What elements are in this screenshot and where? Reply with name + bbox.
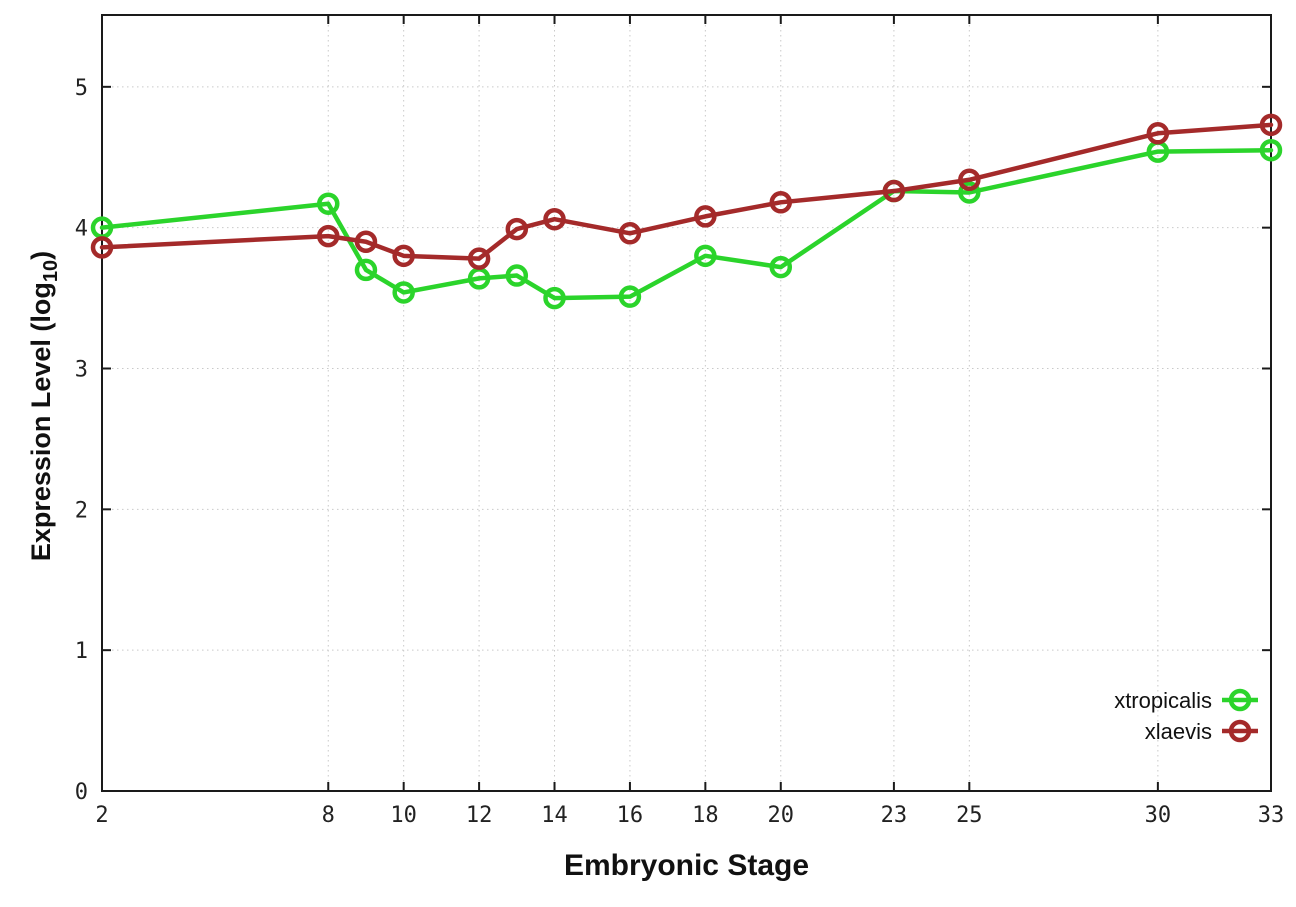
data-point-xtropicalis-33	[1259, 138, 1283, 162]
data-point-xtropicalis-18	[694, 244, 717, 268]
series-line-xlaevis	[99, 122, 1274, 261]
y-tick-label-0: 0	[75, 780, 88, 805]
legend-marker-xlaevis	[1228, 719, 1252, 743]
data-point-xlaevis-16	[618, 222, 642, 245]
data-point-xlaevis-18	[694, 205, 717, 228]
x-tick-label-2: 2	[95, 803, 108, 828]
data-point-xlaevis-8	[317, 224, 340, 248]
series-xtropicalis	[90, 138, 1283, 310]
series-line-xtropicalis	[99, 147, 1274, 301]
axes	[101, 14, 1272, 792]
x-tick-label-18: 18	[692, 803, 719, 828]
data-point-xtropicalis-9	[354, 258, 378, 282]
y-axis-title-close: )	[26, 250, 56, 260]
gridlines	[102, 15, 1272, 791]
data-point-xtropicalis-8	[317, 192, 340, 215]
y-axis-title-main: Expression Level (log	[26, 282, 56, 562]
data-point-xlaevis-25	[958, 168, 981, 192]
x-axis-title: Embryonic Stage	[563, 849, 810, 882]
legend-label-xtropicalis: xtropicalis	[1114, 688, 1212, 713]
x-tick-label-14: 14	[541, 803, 568, 828]
plot-border	[101, 14, 1272, 792]
x-tick-label-23: 23	[881, 803, 908, 828]
data-point-xlaevis-12	[467, 247, 491, 270]
data-point-xtropicalis-20	[769, 255, 793, 279]
data-point-xtropicalis-16	[618, 285, 642, 308]
data-point-xlaevis-20	[769, 191, 793, 214]
legend: xtropicalis xlaevis	[1114, 688, 1258, 744]
x-tick-label-30: 30	[1145, 803, 1172, 828]
y-tick-label-5: 5	[75, 76, 88, 101]
y-tick-label-1: 1	[75, 639, 88, 664]
y-tick-label-4: 4	[75, 217, 88, 242]
x-tick-label-8: 8	[322, 803, 335, 828]
data-point-xtropicalis-13	[505, 264, 529, 287]
data-point-xlaevis-9	[354, 230, 378, 253]
data-point-xtropicalis-10	[392, 281, 415, 304]
data-point-xlaevis-14	[543, 207, 566, 231]
y-axis-title: Expression Level (log10)	[26, 26, 62, 786]
data-point-xtropicalis-14	[543, 286, 566, 310]
data-point-xlaevis-33	[1259, 113, 1283, 137]
x-tick-label-25: 25	[956, 803, 983, 828]
legend-marker-xtropicalis	[1228, 688, 1252, 712]
data-point-xtropicalis-25	[958, 181, 981, 204]
x-tick-label-10: 10	[390, 803, 417, 828]
y-axis-title-subscript: 10	[40, 259, 62, 283]
y-tick-label-2: 2	[75, 498, 88, 523]
data-point-xlaevis-10	[392, 244, 415, 268]
series-xlaevis	[90, 113, 1283, 270]
x-tick-label-12: 12	[466, 803, 493, 828]
legend-label-xlaevis: xlaevis	[1145, 719, 1212, 744]
x-tick-label-33: 33	[1258, 803, 1285, 828]
x-tick-label-20: 20	[768, 803, 795, 828]
data-point-xlaevis-13	[505, 217, 529, 241]
data-point-xlaevis-2	[90, 236, 114, 259]
y-tick-label-3: 3	[75, 357, 88, 382]
data-point-xlaevis-30	[1146, 122, 1170, 145]
data-point-xlaevis-23	[882, 179, 906, 203]
x-tick-label-16: 16	[617, 803, 644, 828]
